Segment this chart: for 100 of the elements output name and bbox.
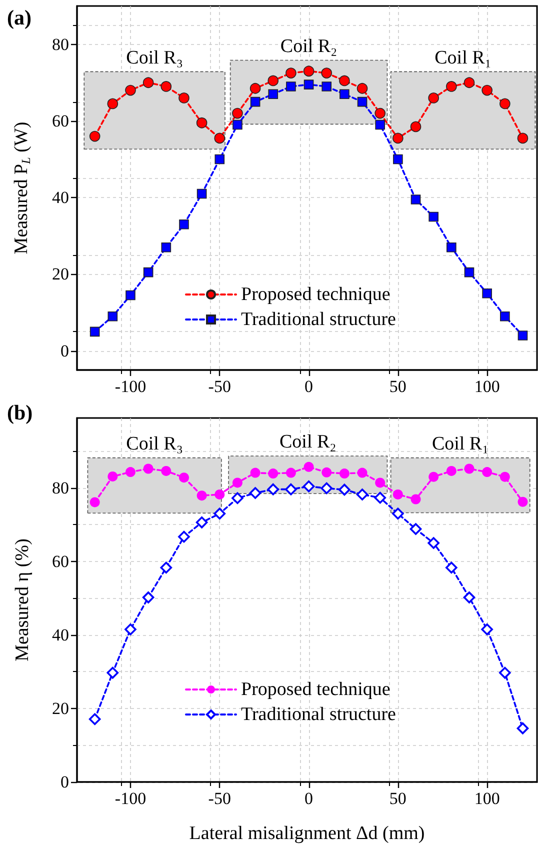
y-tick-label: 0: [60, 341, 69, 360]
point: [89, 130, 100, 142]
point: [160, 81, 172, 92]
point: [143, 464, 154, 474]
point: [464, 267, 474, 278]
point: [196, 516, 208, 528]
chart-title: (a): [7, 6, 32, 30]
point: [161, 242, 172, 252]
point: [160, 562, 172, 574]
point: [196, 117, 208, 128]
point: [303, 66, 314, 77]
x-tick-label: 50: [389, 789, 406, 808]
point: [142, 592, 154, 604]
point: [338, 484, 350, 496]
point: [143, 267, 154, 278]
point: [232, 492, 244, 504]
point: [428, 92, 439, 104]
point: [125, 84, 136, 96]
legend-label: Traditional structure: [241, 704, 396, 725]
point: [446, 242, 456, 252]
point: [410, 523, 422, 535]
y-tick-label: 20: [52, 698, 69, 718]
point: [268, 89, 278, 100]
point: [392, 489, 403, 500]
y-tick-label: 60: [52, 552, 69, 571]
point: [250, 96, 260, 107]
point: [214, 489, 225, 500]
point: [428, 537, 440, 549]
x-tick-label: 100: [474, 377, 500, 396]
point: [214, 132, 226, 144]
point: [302, 480, 315, 492]
point: [500, 98, 510, 110]
point: [90, 326, 100, 337]
point: [126, 290, 136, 300]
point: [196, 490, 207, 501]
x-tick-label: -50: [208, 377, 231, 396]
point: [374, 108, 386, 119]
y-tick-label: 0: [60, 772, 69, 792]
point: [356, 82, 368, 94]
point: [428, 212, 438, 222]
point: [499, 666, 511, 679]
point: [214, 154, 225, 164]
point: [90, 497, 100, 508]
point: [232, 108, 243, 119]
x-axis-title: Lateral misalignment Δd (mm): [189, 823, 425, 844]
point: [108, 311, 118, 322]
point: [357, 96, 368, 107]
y-axis-title: Measured PL (W): [11, 122, 33, 254]
point: [340, 89, 350, 100]
x-tick-label: 100: [474, 789, 500, 808]
band-label: Coil R₁: [434, 47, 492, 68]
point: [178, 530, 190, 543]
point: [161, 466, 172, 476]
point: [446, 562, 458, 574]
point: [142, 77, 154, 88]
point: [322, 82, 332, 92]
x-tick-label: -50: [208, 789, 231, 808]
point: [196, 188, 207, 199]
y-tick-label: 20: [52, 264, 69, 284]
point: [178, 472, 189, 483]
point: [446, 81, 457, 92]
y-tick-label: 80: [52, 478, 69, 498]
point: [321, 68, 332, 78]
point: [286, 68, 296, 78]
band-label: Coil R₁: [432, 433, 489, 454]
point: [518, 496, 528, 507]
point: [500, 311, 510, 322]
point: [88, 713, 101, 726]
point: [250, 82, 261, 94]
point: [285, 483, 297, 496]
point: [339, 75, 350, 86]
point: [374, 492, 386, 504]
point: [375, 120, 385, 130]
point: [356, 488, 368, 500]
point: [516, 722, 529, 734]
point: [392, 132, 404, 144]
point: [464, 77, 475, 88]
point: [304, 462, 314, 472]
band-label: Coil R₃: [126, 433, 183, 454]
point: [320, 482, 333, 494]
point: [286, 82, 296, 92]
point: [250, 468, 260, 478]
point: [232, 478, 242, 488]
point: [214, 508, 226, 520]
point: [304, 80, 314, 90]
y-tick-label: 80: [52, 34, 69, 54]
point: [108, 471, 118, 482]
band-label: Coil R₂: [280, 36, 338, 57]
point: [268, 468, 278, 479]
x-tick-label: 50: [389, 377, 406, 396]
point: [124, 624, 136, 636]
legend-label: Traditional structure: [241, 309, 396, 330]
x-tick-label: 0: [304, 789, 314, 808]
point: [446, 466, 456, 476]
point: [518, 330, 528, 340]
x-tick-label: -100: [114, 789, 146, 808]
band-label: Coil R₂: [280, 432, 336, 453]
y-tick-label: 60: [52, 111, 69, 130]
point: [393, 154, 403, 164]
point: [232, 120, 242, 130]
